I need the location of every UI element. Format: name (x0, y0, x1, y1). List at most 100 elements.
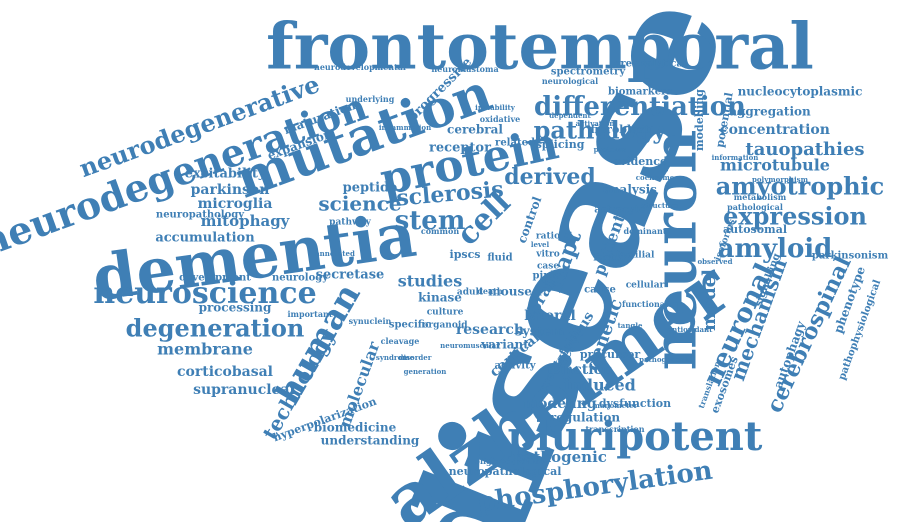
word-underlying: underlying (346, 94, 395, 104)
word-corticobasal: corticobasal (177, 364, 273, 380)
word-neurodevelopmental: neurodevelopmental (314, 62, 406, 72)
word-ipscs: ipscs (450, 248, 481, 261)
word-neuropathology: neuropathology (156, 210, 245, 221)
word-functional: functional (622, 299, 668, 309)
word-frontotemporal: frontotemporal (266, 10, 814, 85)
word-differentiation: differentiation (534, 92, 746, 122)
word-mitophagy: mitophagy (201, 212, 291, 230)
word-specific: specific (389, 320, 431, 331)
word-concentration: concentration (720, 122, 830, 138)
word-syndrome: syndrome (376, 353, 415, 362)
word-peptide: peptide (343, 181, 398, 196)
word-analysis: analysis (603, 183, 657, 197)
word-pathogenic: pathogenic (513, 448, 607, 466)
word-organoid: organoid (422, 321, 468, 331)
word-neuroblastoma: neuroblastoma (431, 64, 498, 74)
word-oligomerization: oligomerization (475, 456, 546, 466)
word-kinase: kinase (418, 291, 462, 305)
word-cleavage: cleavage (381, 336, 420, 346)
word-variant: variant (480, 338, 529, 352)
word-instability: instability (475, 103, 516, 112)
word-neuromuscular: neuromuscular (440, 341, 500, 350)
word-membrane: membrane (157, 340, 253, 359)
word-accumulation: accumulation (155, 231, 255, 246)
word-pink: pink (533, 271, 559, 282)
word-neuron: neuron (641, 130, 711, 371)
word-understanding: understanding (321, 434, 420, 448)
word-splicing: splicing (536, 138, 585, 151)
word-metabolism: metabolism (734, 192, 787, 202)
word-modeling: modeling (523, 396, 597, 412)
word-oxidative: oxidative (480, 114, 520, 124)
word-aggregation: aggregation (729, 105, 811, 119)
word-level: level (531, 240, 550, 249)
word-regulation: regulation (550, 411, 621, 425)
word-generation: generation (404, 367, 447, 376)
word-system: system (515, 325, 565, 340)
word-pathway: pathway (329, 218, 371, 228)
word-dominant: dominant (624, 226, 667, 236)
word-pathogenesis: pathogenesis (639, 355, 691, 364)
word-structure: structure (642, 201, 679, 210)
word-adult: adult (457, 288, 484, 298)
word-preanalytical: preanalytical (613, 59, 686, 70)
word-pathological: pathological (727, 202, 783, 212)
word-observed: observed (697, 257, 732, 266)
word-pathology: pathology (534, 116, 668, 145)
word-fluid: fluid (487, 253, 512, 264)
word-science: science (318, 192, 401, 216)
word-proteins: proteins (594, 145, 627, 154)
word-model: model (699, 269, 720, 331)
word-related: related (495, 138, 535, 149)
word-research: research (456, 322, 524, 338)
word-stem: stem (395, 206, 466, 236)
word-processing: processing (199, 301, 272, 315)
word-cause: cause (584, 285, 616, 296)
word-parkinson: parkinson (191, 182, 270, 198)
word-dysfunction: dysfunction (599, 397, 671, 410)
word-ratio: ratio (536, 232, 560, 242)
word-amyloid: amyloid (718, 234, 833, 264)
word-activity: activity (494, 361, 536, 372)
word-development: development (179, 273, 251, 284)
word-precursor: precursor (580, 348, 641, 361)
word-death: death (477, 286, 503, 296)
word-function: function (547, 362, 613, 378)
word-cellular: cellular (626, 281, 665, 291)
word-biomarkers: biomarkers (608, 87, 672, 98)
word-fibroblast: fibroblast (590, 123, 650, 136)
word-neurological: neurological (542, 76, 598, 86)
word-activation: activation (576, 119, 615, 128)
word-excitability: excitability (185, 167, 266, 182)
word-cerebral: cerebral (447, 123, 503, 137)
word-evidence: evidence (613, 155, 667, 168)
word-receptor: receptor (429, 141, 491, 156)
word-biomedicine: biomedicine (314, 421, 397, 435)
word-coenzyme: coenzyme (636, 173, 675, 182)
word-vitro: vitro (535, 250, 560, 260)
word-important: important (287, 309, 332, 319)
word-modelling: modelling (693, 89, 706, 151)
word-mouse: mouse (488, 285, 532, 299)
word-spectrometry: spectrometry (551, 67, 626, 78)
word-pluripotent: pluripotent (508, 413, 763, 460)
word-familial: familial (616, 251, 655, 261)
word-microtubule: microtubule (720, 156, 830, 175)
word-tangle: tangle (618, 321, 643, 330)
word-nucleocytoplasmic: nucleocytoplasmic (738, 85, 863, 99)
word-lateral: lateral (524, 308, 576, 324)
word-information: information (712, 153, 759, 162)
word-polymorphism: polymorphism (752, 175, 809, 184)
word-antioxidant: antioxidant (668, 325, 714, 334)
word-inflammation: inflammation (379, 123, 431, 132)
word-induced: induced (564, 376, 636, 395)
word-neuropathological: neuropathological (449, 465, 562, 478)
word-neurology: neurology (272, 273, 329, 284)
word-parkinsonism: parkinsonism (812, 251, 889, 262)
word-manometer: manometer (593, 401, 638, 410)
word-supranuclear: supranuclear (193, 382, 297, 398)
word-expression: expression (723, 202, 867, 231)
word-transcription: transcription (585, 424, 644, 434)
